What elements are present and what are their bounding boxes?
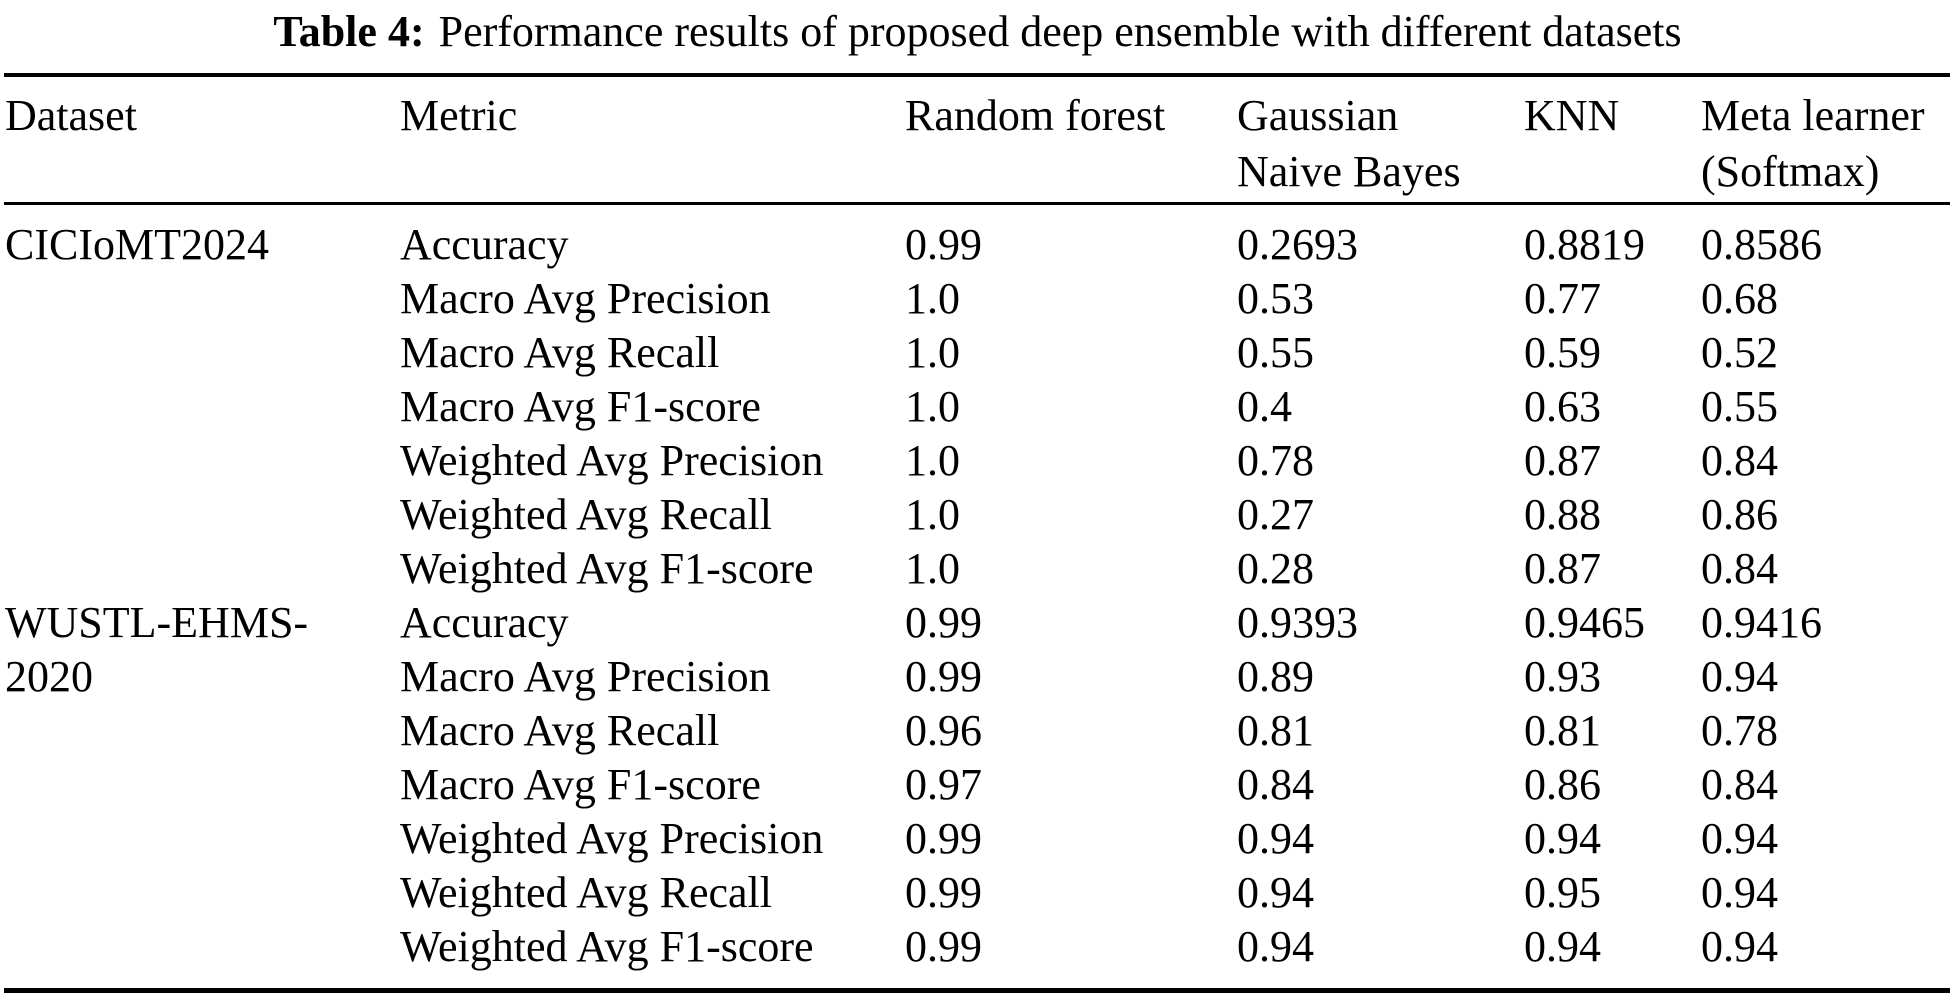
cell-dataset (5, 758, 400, 812)
table-header-rule (4, 202, 1950, 205)
cell-value: 1.0 (905, 328, 960, 377)
cell-value: 0.84 (1701, 544, 1778, 593)
cell-dataset (5, 542, 400, 596)
cell-value: 0.96 (905, 706, 982, 755)
cell-value: 0.99 (905, 220, 982, 269)
table-body: CICIoMT2024 Accuracy 0.99 0.2693 0.8819 … (5, 218, 1950, 974)
cell-metric: Accuracy (400, 598, 569, 647)
cell-value: 1.0 (905, 436, 960, 485)
cell-dataset (5, 488, 400, 542)
cell-value: 0.8586 (1701, 220, 1822, 269)
cell-value: 0.55 (1701, 382, 1778, 431)
cell-value: 0.78 (1237, 436, 1314, 485)
cell-value: 0.86 (1524, 760, 1601, 809)
cell-value: 1.0 (905, 382, 960, 431)
cell-value: 0.94 (1524, 922, 1601, 971)
cell-value: 0.86 (1701, 490, 1778, 539)
cell-value: 0.53 (1237, 274, 1314, 323)
cell-value: 0.8819 (1524, 220, 1645, 269)
cell-value: 0.94 (1524, 814, 1601, 863)
cell-value: 0.93 (1524, 652, 1601, 701)
cell-value: 0.78 (1701, 706, 1778, 755)
cell-value: 0.4 (1237, 382, 1292, 431)
cell-value: 0.9416 (1701, 598, 1822, 647)
cell-dataset (5, 380, 400, 434)
table-top-rule (4, 73, 1950, 77)
cell-metric: Weighted Avg Recall (400, 490, 772, 539)
table-caption: Table 4: Performance results of proposed … (0, 6, 1955, 57)
cell-metric: Macro Avg Recall (400, 706, 720, 755)
cell-value: 0.95 (1524, 868, 1601, 917)
cell-dataset: WUSTL-EHMS- (5, 598, 309, 647)
cell-value: 0.99 (905, 922, 982, 971)
cell-value: 1.0 (905, 274, 960, 323)
table-header-row: Dataset Metric Random forest Gaussian Na… (5, 88, 1950, 200)
cell-value: 0.94 (1237, 868, 1314, 917)
cell-value: 0.9393 (1237, 598, 1358, 647)
cell-value: 0.55 (1237, 328, 1314, 377)
cell-metric: Weighted Avg Precision (400, 436, 824, 485)
cell-dataset: CICIoMT2024 (5, 220, 269, 269)
cell-value: 0.94 (1701, 652, 1778, 701)
cell-value: 0.68 (1701, 274, 1778, 323)
cell-value: 0.99 (905, 652, 982, 701)
cell-value: 0.52 (1701, 328, 1778, 377)
column-header-dataset: Dataset (5, 91, 137, 140)
cell-metric: Weighted Avg F1-score (400, 922, 814, 971)
cell-value: 0.94 (1701, 922, 1778, 971)
cell-value: 0.9465 (1524, 598, 1645, 647)
table-caption-label: Table 4: (273, 7, 425, 56)
cell-metric: Macro Avg Recall (400, 328, 720, 377)
cell-dataset (5, 272, 400, 326)
cell-dataset (5, 704, 400, 758)
column-header-random-forest: Random forest (905, 91, 1166, 140)
cell-value: 0.87 (1524, 544, 1601, 593)
cell-dataset (5, 866, 400, 920)
cell-value: 1.0 (905, 544, 960, 593)
table-bottom-rule (4, 988, 1950, 993)
cell-dataset (5, 812, 400, 866)
cell-metric: Macro Avg Precision (400, 652, 771, 701)
cell-value: 0.97 (905, 760, 982, 809)
cell-dataset: 2020 (5, 652, 93, 701)
cell-value: 0.99 (905, 814, 982, 863)
cell-value: 0.63 (1524, 382, 1601, 431)
cell-value: 0.94 (1237, 814, 1314, 863)
cell-value: 0.84 (1701, 760, 1778, 809)
cell-value: 0.88 (1524, 490, 1601, 539)
cell-value: 0.77 (1524, 274, 1601, 323)
cell-value: 0.2693 (1237, 220, 1358, 269)
cell-metric: Accuracy (400, 220, 569, 269)
column-header-knn: KNN (1524, 91, 1620, 140)
cell-dataset (5, 434, 400, 488)
cell-value: 0.94 (1701, 868, 1778, 917)
cell-metric: Weighted Avg Precision (400, 814, 824, 863)
cell-value: 0.99 (905, 868, 982, 917)
cell-value: 0.81 (1237, 706, 1314, 755)
cell-metric: Macro Avg Precision (400, 274, 771, 323)
cell-value: 0.94 (1237, 922, 1314, 971)
cell-value: 0.89 (1237, 652, 1314, 701)
cell-metric: Weighted Avg Recall (400, 868, 772, 917)
cell-value: 0.59 (1524, 328, 1601, 377)
cell-value: 0.94 (1701, 814, 1778, 863)
cell-value: 0.87 (1524, 436, 1601, 485)
column-header-gaussian-nb: Gaussian Naive Bayes (1237, 91, 1461, 196)
column-header-metric: Metric (400, 91, 518, 140)
cell-metric: Macro Avg F1-score (400, 760, 761, 809)
cell-dataset (5, 920, 400, 974)
cell-dataset (5, 326, 400, 380)
cell-metric: Macro Avg F1-score (400, 382, 761, 431)
column-header-meta-learner: Meta learner (Softmax) (1701, 91, 1925, 196)
cell-value: 1.0 (905, 490, 960, 539)
cell-value: 0.99 (905, 598, 982, 647)
cell-value: 0.84 (1701, 436, 1778, 485)
table-caption-text: Performance results of proposed deep ens… (438, 7, 1682, 56)
cell-value: 0.84 (1237, 760, 1314, 809)
cell-value: 0.27 (1237, 490, 1314, 539)
cell-value: 0.81 (1524, 706, 1601, 755)
cell-value: 0.28 (1237, 544, 1314, 593)
cell-metric: Weighted Avg F1-score (400, 544, 814, 593)
